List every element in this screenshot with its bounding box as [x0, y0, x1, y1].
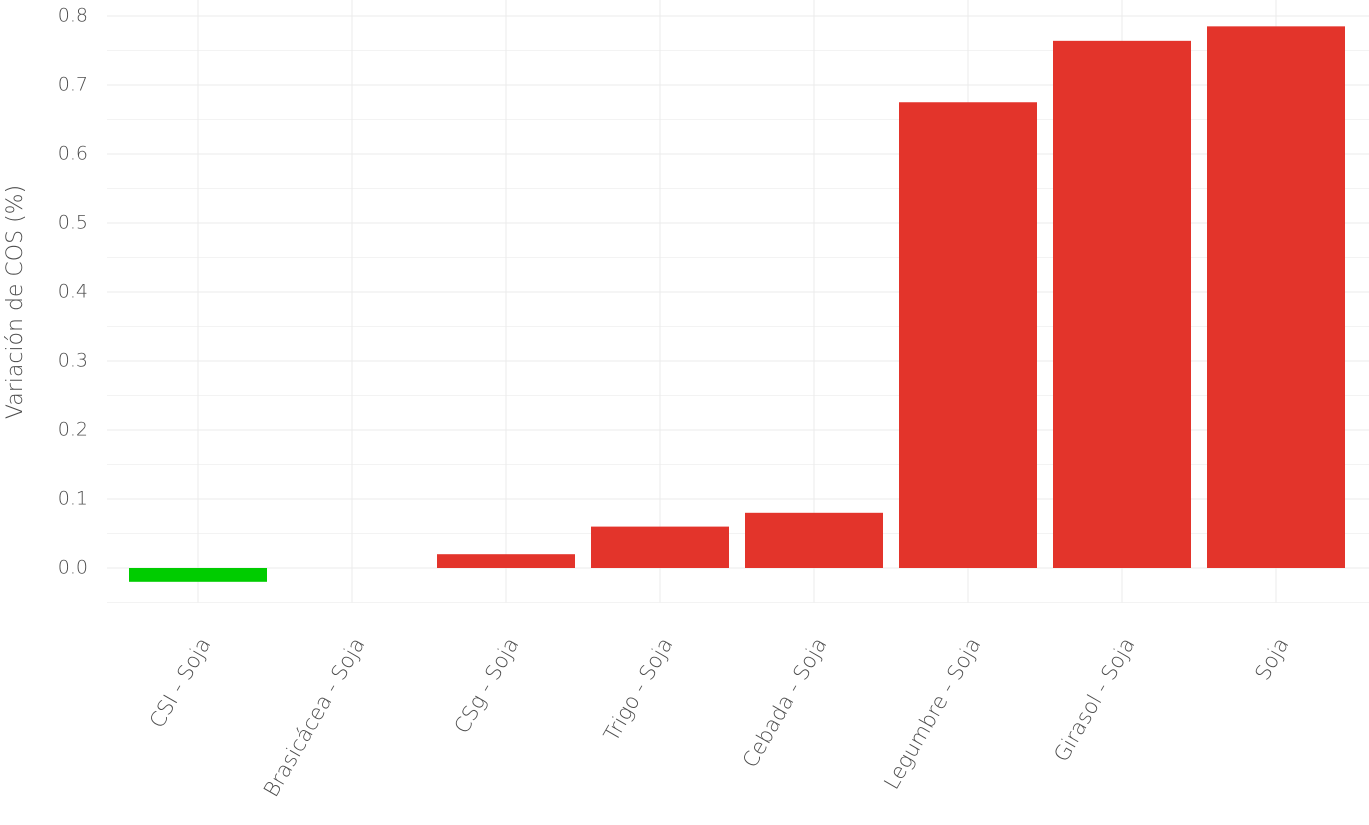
bar	[437, 554, 575, 568]
y-axis-title: Variación de COS (%)	[3, 185, 28, 419]
y-tick-label: 0.5	[58, 212, 88, 234]
x-tick-label: Legumbre - Soja	[879, 634, 985, 794]
bar	[129, 568, 267, 582]
x-tick-label: CSI - Soja	[145, 634, 216, 733]
y-tick-label: 0.7	[58, 74, 88, 96]
y-tick-label: 0.1	[58, 488, 88, 510]
bar	[745, 512, 883, 568]
bar	[1207, 26, 1345, 569]
x-tick-label: Brasicácea - Soja	[259, 634, 370, 802]
x-tick-label: Girasol - Soja	[1049, 634, 1139, 766]
bar	[1053, 40, 1191, 568]
x-tick-label: Trigo - Soja	[599, 634, 678, 746]
y-tick-label: 0.3	[58, 350, 88, 372]
x-tick-label: Soja	[1250, 634, 1293, 685]
y-tick-label: 0.2	[58, 419, 88, 441]
y-tick-label: 0.4	[58, 281, 88, 303]
bar	[591, 526, 729, 568]
y-tick-label: 0.8	[58, 5, 88, 27]
bar	[899, 102, 1037, 568]
y-tick-label: 0.6	[58, 143, 88, 165]
x-tick-label: Cebada - Soja	[738, 634, 832, 772]
y-tick-label: 0.0	[58, 557, 88, 579]
x-tick-label: CSg - Soja	[450, 634, 524, 738]
